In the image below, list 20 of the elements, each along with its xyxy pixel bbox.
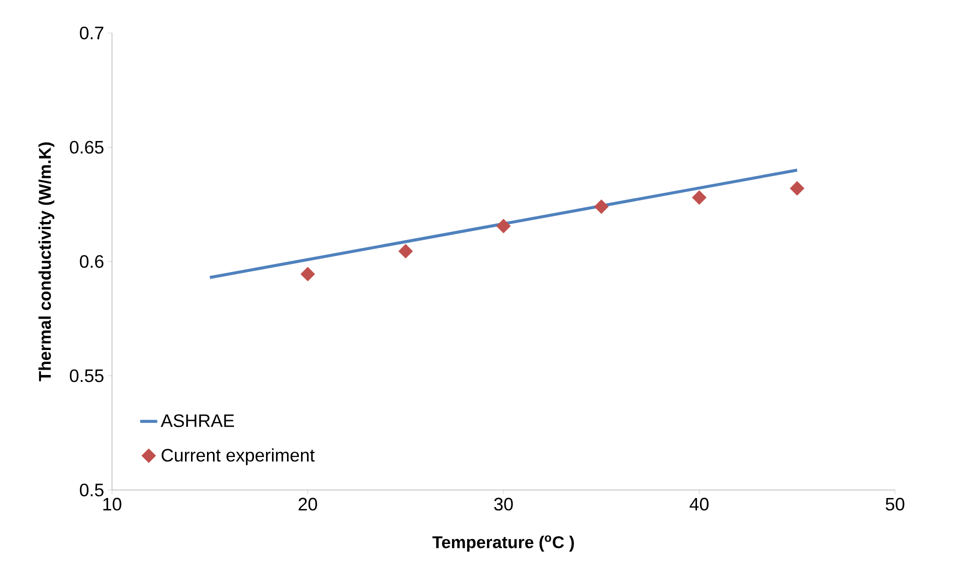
point (496, 218, 511, 234)
point (790, 181, 804, 196)
point (594, 199, 609, 214)
y-tick-label: 0.55 (70, 369, 104, 382)
legend-label: Current experiment (162, 448, 315, 466)
point (398, 244, 413, 258)
y-tick-label: 0.7 (80, 26, 104, 40)
point (300, 266, 316, 282)
legend-label: ASHRAE (160, 414, 234, 428)
x-tick-label: 20 (298, 498, 318, 511)
x-tick-label: 30 (494, 498, 513, 511)
x-tick-label: 10 (103, 498, 122, 511)
x-tick-label: 40 (690, 498, 709, 511)
x-tick-label: 50 (886, 498, 904, 511)
y-tick-label: 0.6 (80, 255, 104, 268)
point (692, 190, 707, 205)
y-axis-title: Thermal conductivity (W/m.K) (38, 142, 54, 382)
y-tick-label: 0.65 (70, 140, 104, 154)
x-axis-title: Temperature ($^{o}$C ) (432, 535, 574, 552)
y-tick-label: 0.5 (80, 484, 104, 496)
